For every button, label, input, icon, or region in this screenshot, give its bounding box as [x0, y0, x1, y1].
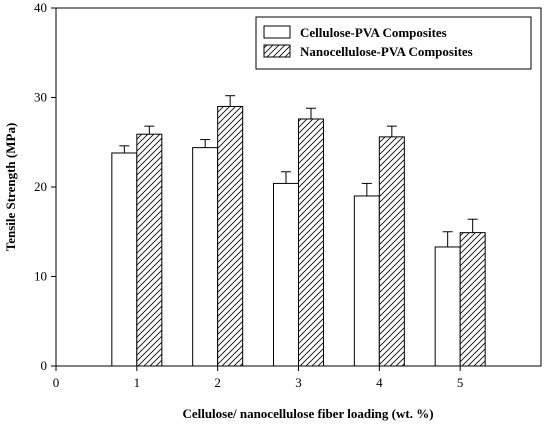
bar-nanocellulose-2 — [217, 105, 244, 367]
y-tick-label: 0 — [41, 358, 48, 373]
legend: Cellulose-PVA Composites Nanocellulose-P… — [255, 16, 532, 70]
legend-box — [255, 16, 532, 70]
y-tick-label: 40 — [34, 0, 47, 15]
y-tick-label: 30 — [34, 90, 47, 105]
bar-cellulose-5 — [434, 246, 461, 367]
bar-nanocellulose-5 — [459, 232, 486, 367]
bars-layer — [111, 95, 486, 367]
legend-label-nanocellulose: Nanocellulose-PVA Composites — [300, 44, 473, 59]
x-axis-title: Cellulose/ nanocellulose fiber loading (… — [182, 406, 433, 421]
x-tick-label: 1 — [134, 375, 141, 390]
x-tick-label: 3 — [295, 375, 302, 390]
y-tick-label: 20 — [34, 179, 47, 194]
legend-swatch-nanocellulose — [263, 44, 291, 58]
legend-label-cellulose: Cellulose-PVA Composites — [300, 25, 447, 40]
legend-swatch-cellulose — [263, 25, 291, 39]
axes-layer: 0 10 20 30 40 0 1 2 3 4 5 — [34, 0, 463, 390]
bar-nanocellulose-3 — [298, 118, 324, 367]
bar-nanocellulose-1 — [136, 133, 163, 367]
y-axis-title: Tensile Strength (MPa) — [3, 123, 18, 252]
bar-nanocellulose-4 — [378, 136, 405, 367]
bar-cellulose-2 — [192, 147, 219, 367]
bar-cellulose-3 — [273, 182, 299, 367]
x-tick-label: 0 — [53, 375, 60, 390]
bar-cellulose-4 — [353, 195, 380, 367]
bar-cellulose-1 — [111, 152, 138, 367]
x-tick-label: 2 — [214, 375, 221, 390]
x-tick-label: 5 — [457, 375, 464, 390]
y-tick-label: 10 — [34, 269, 47, 284]
x-tick-label: 4 — [376, 375, 383, 390]
